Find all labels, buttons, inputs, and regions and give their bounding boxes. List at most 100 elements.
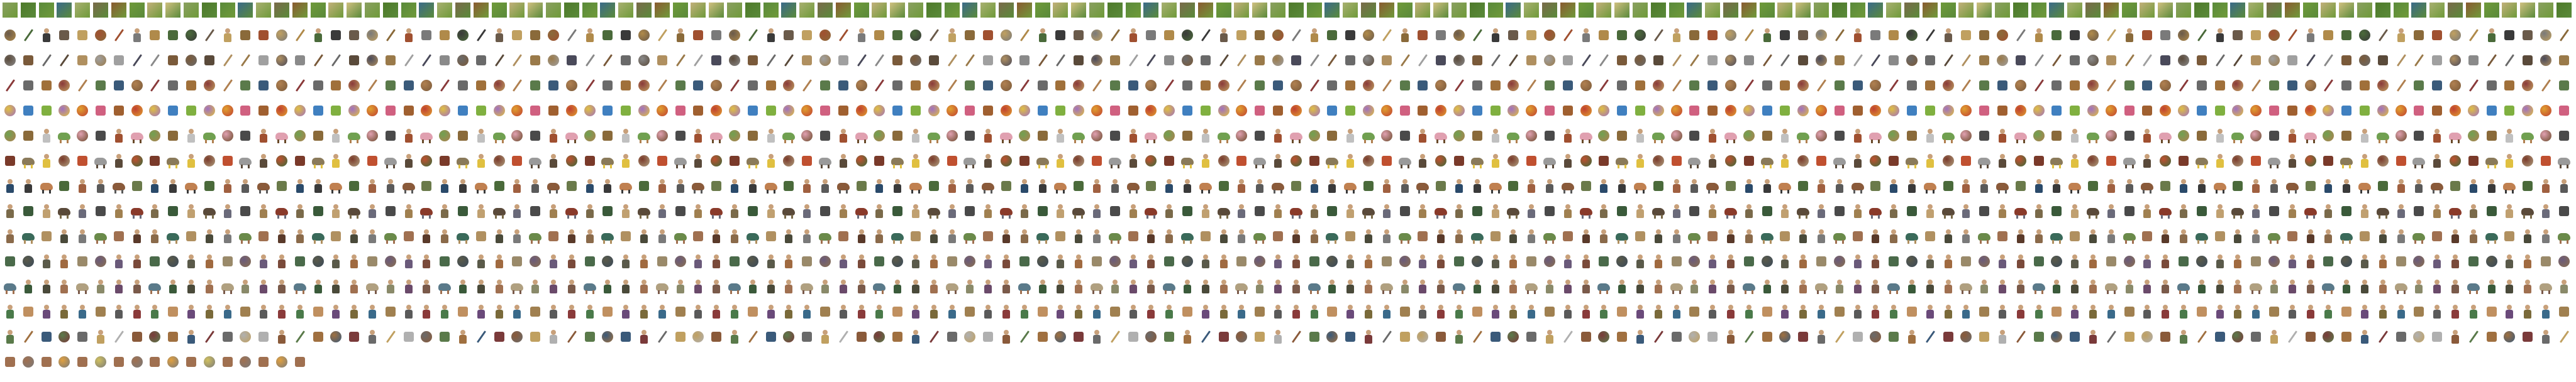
sprite-tile [1,328,19,346]
sprite-tile [309,1,327,19]
sprite-tile [1794,328,1812,346]
sprite-item [2070,106,2080,116]
sprite-figure-body [622,134,630,143]
sprite-tile [2374,26,2392,44]
sprite-figure-head [2289,305,2295,310]
sprite-figure-body [332,134,340,143]
sprite-figure-head [569,280,574,285]
sprite-tile [2428,152,2446,170]
sprite-figure-body [1654,285,1662,293]
sprite-tile [1613,177,1631,195]
sprite-terrain [1886,3,1902,18]
sprite-tile [617,202,635,220]
sprite-creature-leg [1382,290,1384,294]
sprite-tile [1541,303,1558,320]
sprite-figure-body [1763,285,1771,293]
sprite-tile [653,278,671,295]
sprite-item [222,156,233,166]
sprite-figure-head [1202,280,1208,285]
sprite-round-item [1326,256,1338,267]
sprite-round-item [638,55,650,66]
sprite-tile [2066,1,2084,19]
sprite-weapon [1019,79,1030,92]
sprite-figure-body [369,184,376,193]
sprite-creature [565,133,578,140]
sprite-tile [74,303,91,320]
sprite-tile [1758,253,1776,270]
sprite-terrain [147,3,163,18]
sprite-tile [2193,253,2211,270]
sprite-tile [726,1,743,19]
sprite-weapon [2505,54,2515,67]
sprite-creature [1760,158,1774,165]
sprite-figure-head [225,179,230,184]
sprite-figure-head [2434,254,2440,259]
sprite-figure-head [2253,179,2259,184]
sprite-tile [1685,52,1703,69]
sprite-figure-head [1384,229,1389,234]
sprite-tile [400,177,418,195]
sprite-creature-leg [1081,215,1084,219]
sprite-item [693,80,704,90]
sprite-tile [545,26,562,44]
sprite-creature-leg [350,139,352,143]
sprite-creature-leg [1878,139,1880,143]
sprite-tile [1595,303,1613,320]
sprite-item [2196,80,2207,90]
sprite-tile [853,278,870,295]
sprite-figure-head [1438,280,1444,285]
sprite-creature-leg [1563,190,1565,194]
sprite-tile [1559,127,1577,145]
sprite-figure-body [658,310,666,319]
sprite-item [1001,181,1011,191]
sprite-creature [529,233,542,241]
sprite-tile [2284,227,2301,245]
sprite-creature [2358,183,2371,190]
sprite-weapon [1201,330,1211,343]
sprite-tile [835,77,852,94]
sprite-tile [364,253,381,270]
sprite-tile [309,152,327,170]
sprite-weapon [1581,54,1591,67]
sprite-figure-head [1674,229,1679,234]
sprite-tile [1124,253,1142,270]
sprite-creature-leg [501,139,504,143]
sprite-weapon [2324,79,2334,92]
sprite-tile [925,227,943,245]
sprite-figure-head [2470,229,2476,234]
sprite-figure-head [1221,254,1226,259]
sprite-tile [653,253,671,270]
sprite-figure-head [659,204,665,209]
sprite-round-item [2304,155,2316,166]
sprite-figure-body [1292,310,1300,319]
sprite-item [2160,181,2171,191]
sprite-item [657,55,667,65]
sprite-figure-head [1492,280,1498,285]
sprite-item [1580,181,1591,191]
sprite-round-item [2014,105,2026,116]
sprite-weapon [2396,79,2406,92]
sprite-round-item [1797,105,1809,116]
sprite-tile [1160,52,1178,69]
sprite-creature-leg [1364,139,1366,143]
sprite-weapon [1563,29,1573,41]
sprite-figure-body [205,234,213,243]
sprite-tile [2247,102,2265,119]
sprite-tile [2066,52,2084,69]
sprite-creature-leg [1371,215,1373,219]
sprite-figure-body [2451,310,2459,319]
sprite-tile [2356,328,2373,346]
sprite-tile [545,127,562,145]
sprite-tile [653,127,671,145]
sprite-terrain [419,3,435,18]
sprite-tile [1341,328,1359,346]
sprite-creature-leg [1183,240,1185,244]
sprite-weapon [23,330,33,343]
sprite-item [711,55,722,65]
sprite-tile [744,227,762,245]
sprite-figure-head [116,154,121,159]
sprite-figure-body [350,310,358,319]
sprite-tile [472,26,490,44]
sprite-figure-body [1093,209,1101,218]
sprite-terrain [473,3,489,18]
